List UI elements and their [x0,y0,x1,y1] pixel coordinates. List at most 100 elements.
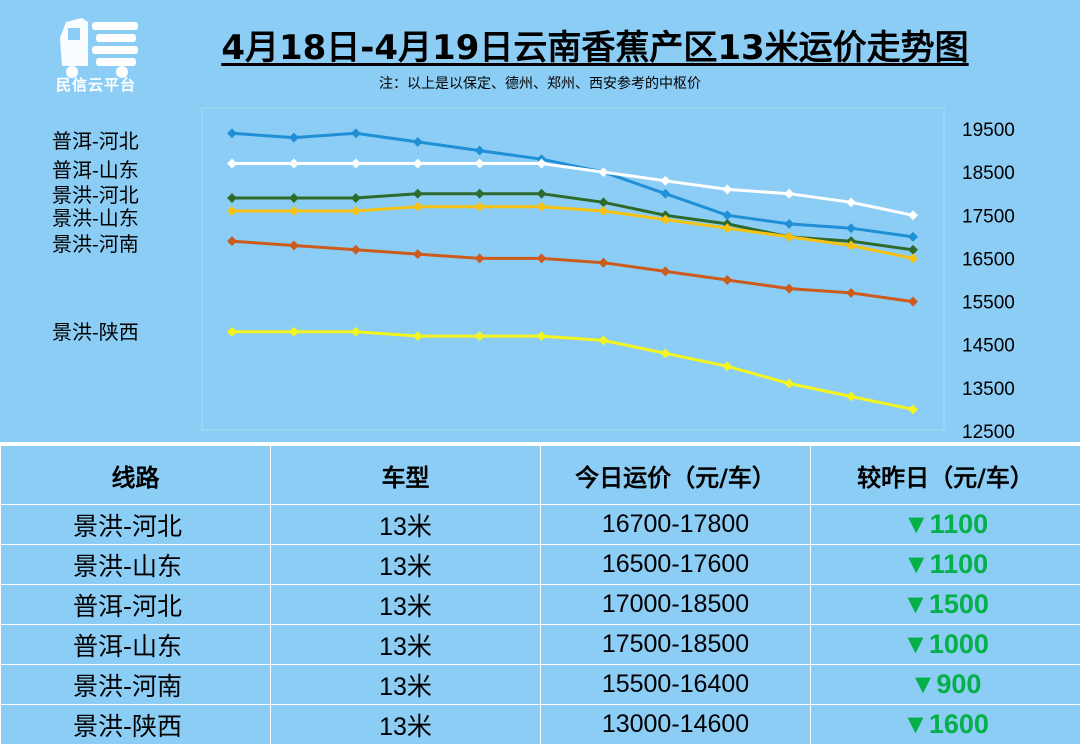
data-point [351,193,361,203]
data-point [351,128,361,138]
data-point [537,253,547,263]
table-row: 普洱-河北 13米 17000-18500 ▼1500 [1,585,1080,625]
data-point [722,275,732,285]
data-point [289,206,299,216]
data-point [722,361,732,371]
cell-truck: 13米 [271,545,541,585]
cell-route: 普洱-山东 [1,625,271,665]
data-point [351,206,361,216]
data-point [289,241,299,251]
table-row: 景洪-河北 13米 16700-17800 ▼1100 [1,505,1080,545]
data-point [413,331,423,341]
logo-text: 民信云平台 [56,74,136,95]
cell-route: 景洪-河南 [1,665,271,705]
data-point [475,202,485,212]
table-header-row: 线路 车型 今日运价（元/车） 较昨日（元/车） [1,446,1080,505]
freight-table: 线路 车型 今日运价（元/车） 较昨日（元/车） 景洪-河北 13米 16700… [0,445,1080,745]
cell-price: 16700-17800 [541,505,811,545]
cell-change: ▼1000 [811,625,1080,665]
series-label: 景洪-山东 [52,202,139,231]
data-point [846,288,856,298]
y-tick-label: 12500 [962,422,1015,442]
cell-truck: 13米 [271,705,541,745]
data-point [289,193,299,203]
cell-change: ▼1100 [811,545,1080,585]
table-row: 景洪-陕西 13米 13000-14600 ▼1600 [1,705,1080,745]
data-point [289,133,299,143]
data-point [475,159,485,169]
series-label: 景洪-河南 [52,228,139,257]
chart-note: 注：以上是以保定、德州、郑州、西安参考的中枢价 [280,73,800,93]
data-point [908,210,918,220]
cell-truck: 13米 [271,665,541,705]
data-point [908,297,918,307]
cell-truck: 13米 [271,585,541,625]
table-row: 景洪-河南 13米 15500-16400 ▼900 [1,665,1080,705]
data-point [537,202,547,212]
data-point [908,404,918,414]
y-tick-label: 18500 [962,163,1015,184]
data-point [475,146,485,156]
data-point [599,335,609,345]
table-row: 普洱-山东 13米 17500-18500 ▼1000 [1,625,1080,665]
data-point [413,137,423,147]
data-point [599,197,609,207]
data-point [784,284,794,294]
cell-price: 17500-18500 [541,625,811,665]
data-point [784,189,794,199]
data-point [413,249,423,259]
data-point [846,392,856,402]
data-point [289,327,299,337]
data-point [475,189,485,199]
cell-truck: 13米 [271,505,541,545]
data-point [475,331,485,341]
series-label: 普洱-河北 [52,125,139,154]
chart-title: 4月18日-4月19日云南香蕉产区13米运价走势图 [0,20,1080,69]
data-point [599,258,609,268]
cell-route: 普洱-河北 [1,585,271,625]
cell-route: 景洪-陕西 [1,705,271,745]
data-point [908,253,918,263]
y-tick-label: 16500 [962,249,1015,270]
data-point [537,189,547,199]
data-point [413,159,423,169]
data-point [227,327,237,337]
data-point [227,236,237,246]
data-point [413,202,423,212]
data-point [475,253,485,263]
data-point [722,184,732,194]
cell-price: 16500-17600 [541,545,811,585]
data-point [227,193,237,203]
data-point [537,331,547,341]
data-point [846,197,856,207]
header-route: 线路 [1,446,271,505]
series-line [232,207,913,259]
cell-change: ▼900 [811,665,1080,705]
table-row: 景洪-山东 13米 16500-17600 ▼1100 [1,545,1080,585]
series-line [232,241,913,301]
data-point [660,348,670,358]
y-tick-label: 13500 [962,379,1015,400]
data-point [351,245,361,255]
data-point [660,176,670,186]
cell-truck: 13米 [271,625,541,665]
series-line [232,332,913,410]
data-point [784,219,794,229]
data-point [599,206,609,216]
data-point [227,206,237,216]
series-label: 景洪-陕西 [52,316,139,345]
cell-change: ▼1600 [811,705,1080,745]
data-point [784,232,794,242]
data-point [413,189,423,199]
y-tick-label: 19500 [962,120,1015,141]
data-point [227,159,237,169]
cell-route: 景洪-山东 [1,545,271,585]
data-point [351,327,361,337]
data-point [908,232,918,242]
cell-price: 17000-18500 [541,585,811,625]
data-point [722,210,732,220]
series-line [232,133,913,237]
header-truck: 车型 [271,446,541,505]
